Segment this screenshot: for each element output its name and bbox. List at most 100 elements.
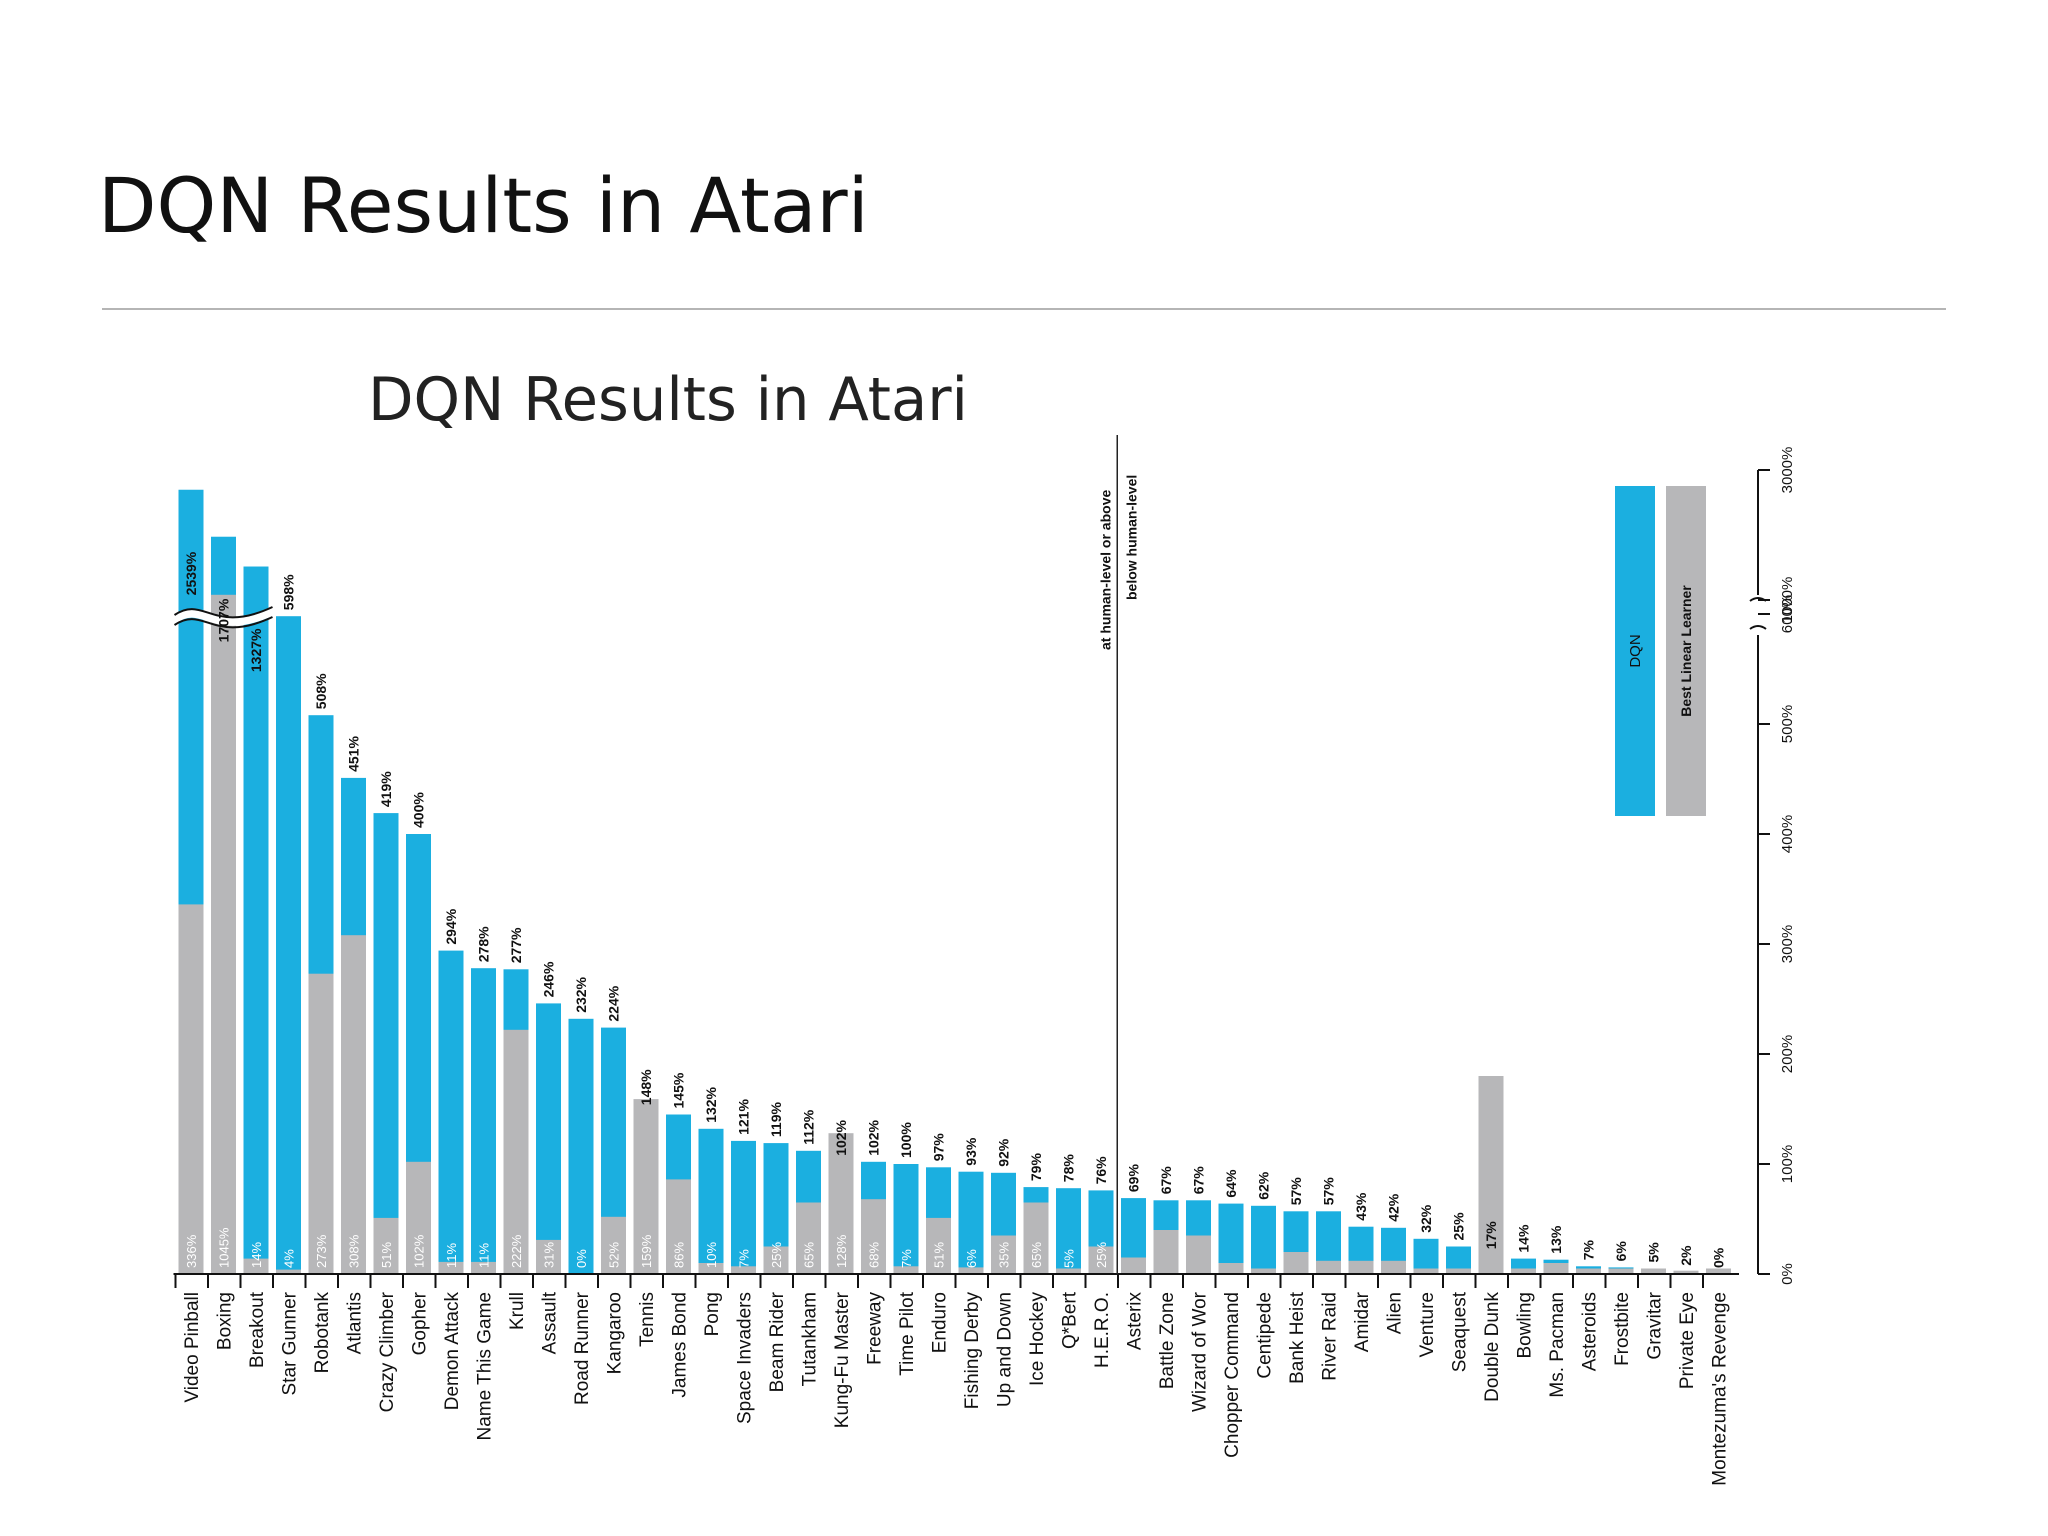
bar-linear — [536, 1239, 561, 1274]
game-label: Road Runner — [572, 1291, 593, 1405]
baseline-value-label: 102% — [412, 1234, 427, 1268]
game-label: Kung-Fu Master — [832, 1291, 853, 1428]
y-tick-label: 0% — [1779, 1263, 1796, 1285]
bar-linear — [438, 1261, 464, 1274]
bar-value-label: 78% — [1061, 1154, 1077, 1183]
baseline-value-label: 51% — [932, 1242, 947, 1268]
bar-linear — [1283, 1252, 1309, 1274]
bar-dqn — [471, 968, 496, 1274]
bar-linear — [211, 594, 236, 1274]
game-label: Enduro — [930, 1292, 951, 1353]
bar-linear — [991, 1235, 1016, 1274]
game-label: Venture — [1417, 1292, 1438, 1358]
legend-label-linear: Best Linear Learner — [1678, 585, 1694, 717]
game-label: Freeway — [865, 1292, 886, 1365]
bar-linear — [341, 935, 366, 1274]
bar-value-label: 13% — [1548, 1225, 1564, 1254]
game-label: Amidar — [1352, 1291, 1373, 1352]
game-label: Boxing — [215, 1292, 236, 1350]
bar-value-label: 246% — [541, 961, 557, 997]
bar-linear — [1153, 1230, 1179, 1274]
bar-value-label: 67% — [1158, 1166, 1174, 1195]
bar-value-label: 14% — [1516, 1224, 1532, 1253]
game-label: Atlantis — [345, 1292, 366, 1354]
bar-dqn — [536, 1003, 561, 1274]
bar-dqn — [958, 1171, 984, 1274]
bar-dqn — [731, 1140, 756, 1274]
game-label: Wizard of Wor — [1190, 1291, 1211, 1412]
game-label: James Bond — [670, 1292, 691, 1398]
baseline-value-label: 159% — [639, 1234, 654, 1268]
baseline-value-label: 0% — [574, 1249, 589, 1268]
game-label: Assault — [540, 1291, 561, 1354]
bar-value-label: 294% — [443, 908, 459, 944]
game-label: Double Dunk — [1482, 1292, 1503, 1402]
bar-linear — [1706, 1268, 1731, 1274]
legend-label-dqn: DQN — [1627, 634, 1644, 667]
bar-dqn — [1218, 1203, 1244, 1274]
game-label: Beam Rider — [767, 1291, 788, 1392]
bar-value-label: 57% — [1321, 1177, 1337, 1206]
bar-value-label: 119% — [768, 1102, 784, 1138]
game-label: Frostbite — [1612, 1292, 1633, 1366]
game-label: Ice Hockey — [1027, 1292, 1048, 1386]
bar-value-label: 224% — [606, 985, 622, 1021]
bar-linear — [1608, 1268, 1634, 1274]
bar-linear — [178, 904, 204, 1274]
bar-linear — [1121, 1257, 1146, 1274]
bar-value-label: 2% — [1678, 1245, 1694, 1266]
bar-value-label: 97% — [931, 1133, 947, 1162]
game-label: H.E.R.O. — [1092, 1292, 1113, 1368]
bar-linear — [731, 1266, 756, 1274]
game-label: Centipede — [1255, 1292, 1276, 1379]
game-label: Bank Heist — [1287, 1291, 1308, 1384]
bar-linear — [1251, 1268, 1276, 1274]
bar-linear — [861, 1199, 886, 1274]
game-label: Seaquest — [1450, 1291, 1471, 1372]
game-label: Ms. Pacman — [1547, 1292, 1568, 1398]
game-label: Gopher — [410, 1291, 431, 1355]
bar-linear — [1348, 1260, 1374, 1274]
bar-dqn — [1251, 1205, 1276, 1274]
baseline-value-label: 14% — [249, 1242, 264, 1268]
baseline-value-label: 51% — [379, 1242, 394, 1268]
bar-linear — [1641, 1268, 1666, 1274]
y-tick-label: 3000% — [1779, 447, 1796, 494]
bar-linear — [601, 1216, 626, 1274]
bar-value-label: 598% — [281, 574, 297, 610]
game-label: Breakout — [247, 1291, 268, 1368]
game-label: Q*Bert — [1060, 1291, 1081, 1349]
axis-break-line — [173, 616, 273, 629]
baseline-value-label: 336% — [184, 1234, 199, 1268]
bar-value-label: 232% — [573, 976, 589, 1012]
bar-value-label: 32% — [1418, 1204, 1434, 1233]
bar-value-label: 145% — [671, 1072, 687, 1108]
bar-value-label: 79% — [1028, 1153, 1044, 1182]
bar-value-label: 92% — [996, 1138, 1012, 1167]
bar-linear — [1543, 1263, 1569, 1274]
game-label: Bowling — [1515, 1292, 1536, 1359]
bar-linear — [1023, 1202, 1049, 1274]
bar-linear — [1056, 1268, 1081, 1274]
axis-break-line — [173, 606, 273, 619]
bar-value-label: 419% — [378, 771, 394, 807]
baseline-value-label: 65% — [802, 1242, 817, 1268]
baseline-value-label: 273% — [314, 1234, 329, 1268]
game-label: Kangaroo — [605, 1292, 626, 1374]
y-axis-break — [1749, 625, 1767, 630]
bar-value-label: 400% — [411, 792, 427, 828]
game-label: Battle Zone — [1157, 1292, 1178, 1389]
bar-dqn — [276, 616, 301, 1274]
bar-linear — [1673, 1270, 1699, 1274]
bar-value-label: 1707% — [216, 598, 232, 642]
bar-value-label: 1327% — [248, 628, 264, 672]
bar-value-label: 2539% — [183, 551, 199, 595]
bar-value-label: 100% — [898, 1122, 914, 1158]
bar-dqn — [373, 813, 399, 1274]
game-label: Pong — [702, 1292, 723, 1336]
bar-value-label: 6% — [1613, 1241, 1629, 1262]
bar-linear — [1381, 1260, 1406, 1274]
baseline-value-label: 25% — [1094, 1242, 1109, 1268]
game-label: Fishing Derby — [962, 1292, 983, 1410]
